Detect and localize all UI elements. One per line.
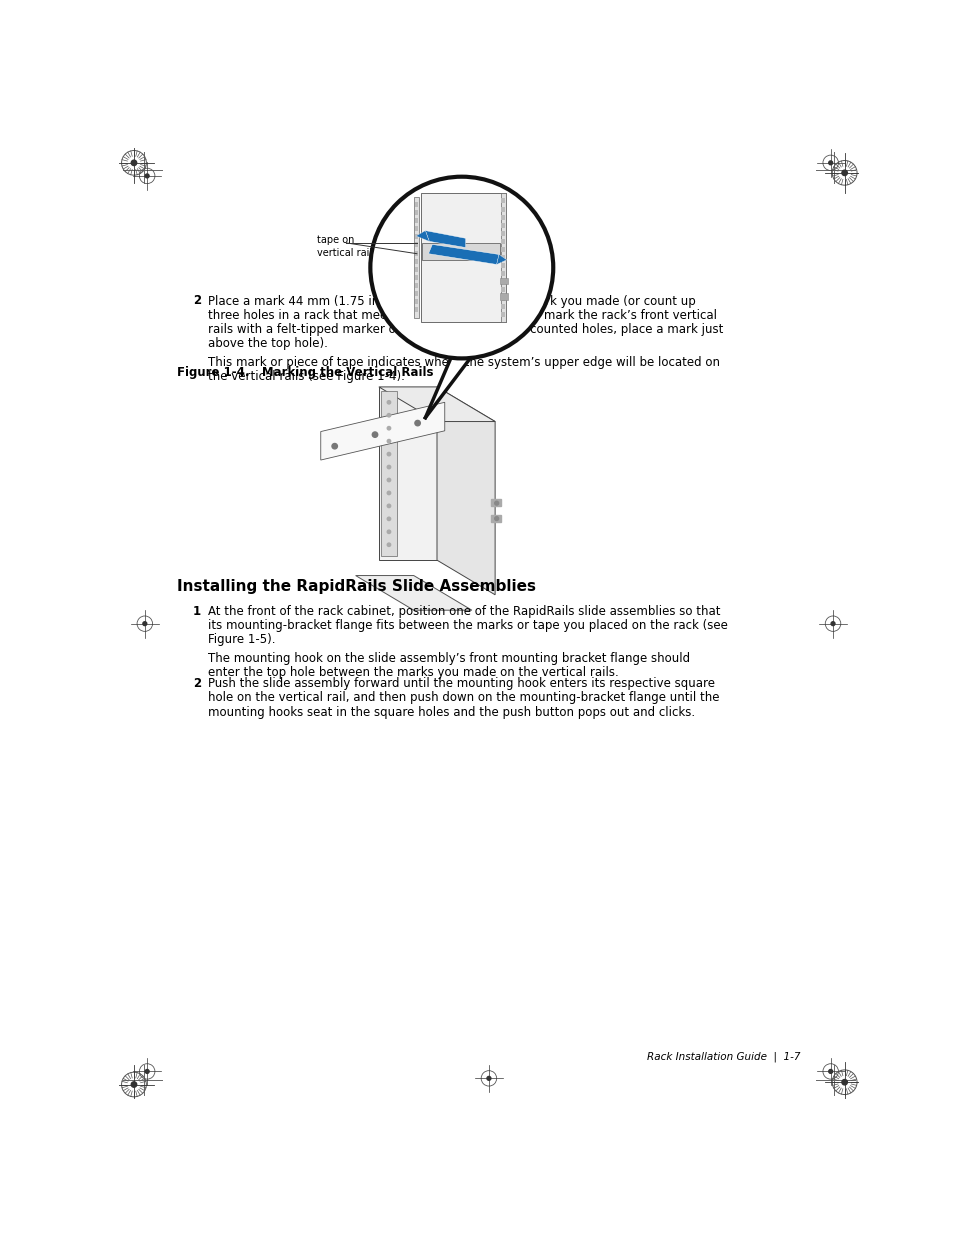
Text: Place a mark 44 mm (1.75 inches) above the original mark you made (or count up: Place a mark 44 mm (1.75 inches) above t… <box>208 294 696 308</box>
Text: rails with a felt-tipped marker or masking tape (if you counted holes, place a m: rails with a felt-tipped marker or maski… <box>208 324 723 336</box>
Circle shape <box>830 621 834 626</box>
Polygon shape <box>436 387 495 595</box>
Text: 2: 2 <box>193 294 201 308</box>
Polygon shape <box>425 356 472 417</box>
Text: At the front of the rack cabinet, position one of the RapidRails slide assemblie: At the front of the rack cabinet, positi… <box>208 605 720 618</box>
Circle shape <box>143 621 147 626</box>
Circle shape <box>486 1077 491 1081</box>
Bar <box>415 291 418 296</box>
Text: The mounting hook on the slide assembly’s front mounting bracket flange should: The mounting hook on the slide assembly’… <box>208 652 690 664</box>
Circle shape <box>145 1070 149 1073</box>
Circle shape <box>828 161 832 164</box>
Bar <box>500 279 505 284</box>
Circle shape <box>415 420 420 426</box>
Text: hole on the vertical rail, and then push down on the mounting-bracket flange unt: hole on the vertical rail, and then push… <box>208 692 720 704</box>
Bar <box>500 193 505 322</box>
Bar <box>415 203 418 207</box>
Bar <box>422 243 499 259</box>
Bar <box>499 278 508 284</box>
Polygon shape <box>355 576 472 610</box>
Circle shape <box>387 440 390 443</box>
Circle shape <box>387 414 390 417</box>
Bar <box>500 311 505 316</box>
Bar <box>500 238 505 243</box>
Circle shape <box>387 543 390 546</box>
Circle shape <box>370 177 553 358</box>
Bar <box>499 293 508 300</box>
Bar <box>500 263 505 268</box>
Circle shape <box>495 516 498 520</box>
Bar <box>491 499 500 506</box>
Text: 2: 2 <box>193 677 201 690</box>
Bar <box>500 222 505 227</box>
Polygon shape <box>416 231 429 241</box>
Polygon shape <box>428 245 498 264</box>
Circle shape <box>332 443 337 448</box>
Text: 1: 1 <box>193 605 201 618</box>
Bar <box>415 299 418 304</box>
Bar <box>500 304 505 309</box>
Bar <box>415 219 418 224</box>
Bar <box>500 288 505 293</box>
Text: Figure 1-5).: Figure 1-5). <box>208 634 275 646</box>
Bar <box>415 258 418 263</box>
Circle shape <box>387 426 390 430</box>
Bar <box>414 196 418 317</box>
Polygon shape <box>378 387 495 421</box>
Text: enter the top hole between the marks you made on the vertical rails.: enter the top hole between the marks you… <box>208 666 618 679</box>
Text: vertical rail: vertical rail <box>316 248 372 258</box>
Text: its mounting-bracket flange fits between the marks or tape you placed on the rac: its mounting-bracket flange fits between… <box>208 619 727 632</box>
Bar <box>491 515 500 521</box>
Circle shape <box>132 1082 136 1087</box>
Circle shape <box>387 466 390 469</box>
Polygon shape <box>378 387 436 561</box>
Circle shape <box>387 517 390 520</box>
Circle shape <box>387 400 390 404</box>
Polygon shape <box>425 231 465 247</box>
Circle shape <box>387 504 390 508</box>
Text: Push the slide assembly forward until the mounting hook enters its respective sq: Push the slide assembly forward until th… <box>208 677 715 690</box>
Circle shape <box>828 1070 832 1073</box>
Bar <box>415 226 418 231</box>
Bar <box>415 235 418 240</box>
Bar <box>415 283 418 288</box>
Circle shape <box>841 170 846 175</box>
Bar <box>415 275 418 280</box>
Text: the vertical rails (see Figure 1-4).: the vertical rails (see Figure 1-4). <box>208 370 405 383</box>
Circle shape <box>841 1079 846 1084</box>
Circle shape <box>145 174 149 178</box>
Bar <box>415 242 418 247</box>
Text: Installing the RapidRails Slide Assemblies: Installing the RapidRails Slide Assembli… <box>177 579 536 594</box>
Bar <box>500 206 505 211</box>
Bar <box>415 210 418 215</box>
Polygon shape <box>320 403 444 461</box>
Bar <box>415 267 418 272</box>
Bar <box>420 193 505 322</box>
Text: tape on: tape on <box>316 235 354 246</box>
Bar <box>500 199 505 204</box>
Text: Rack Installation Guide  |  1-7: Rack Installation Guide | 1-7 <box>646 1052 800 1062</box>
Text: mounting hooks seat in the square holes and the push button pops out and clicks.: mounting hooks seat in the square holes … <box>208 705 695 719</box>
Bar <box>500 215 505 220</box>
Bar <box>500 256 505 261</box>
Circle shape <box>372 432 377 437</box>
Bar <box>500 231 505 236</box>
Text: Figure 1-4.   Marking the Vertical Rails: Figure 1-4. Marking the Vertical Rails <box>177 366 434 379</box>
Polygon shape <box>497 254 506 264</box>
Text: three holes in a rack that meets EIA-310 standards) and mark the rack’s front ve: three holes in a rack that meets EIA-310… <box>208 309 717 322</box>
Bar <box>415 308 418 312</box>
Text: This mark or piece of tape indicates where the system’s upper edge will be locat: This mark or piece of tape indicates whe… <box>208 356 720 369</box>
Bar <box>500 272 505 277</box>
Circle shape <box>387 530 390 534</box>
Bar <box>500 247 505 252</box>
Circle shape <box>495 501 498 505</box>
Circle shape <box>387 478 390 482</box>
Text: above the top hole).: above the top hole). <box>208 337 328 351</box>
Bar <box>500 295 505 300</box>
Circle shape <box>132 161 136 165</box>
Circle shape <box>387 452 390 456</box>
Polygon shape <box>381 390 396 556</box>
Circle shape <box>387 492 390 495</box>
Bar <box>415 251 418 256</box>
